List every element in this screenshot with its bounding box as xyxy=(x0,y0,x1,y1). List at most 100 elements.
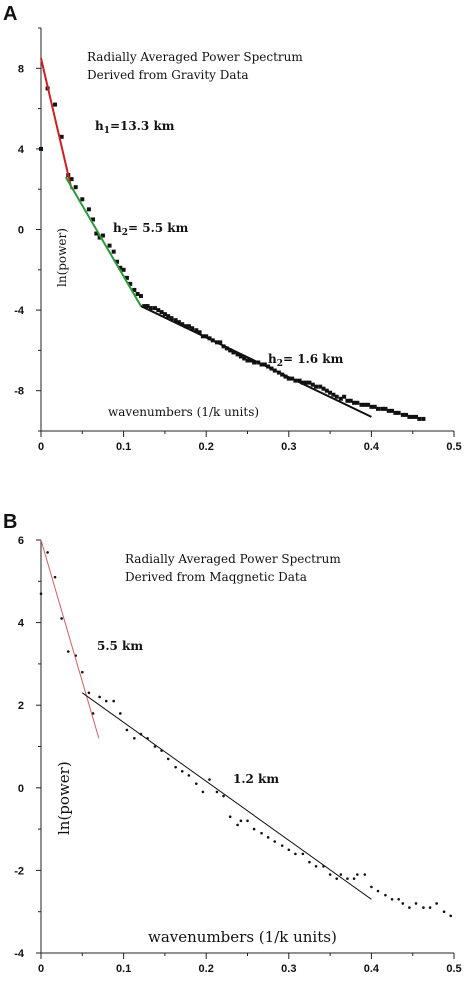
panel-b-data-point xyxy=(414,902,418,905)
panel-a-data-point xyxy=(148,306,153,311)
panel-a-y-tick-label: -8 xyxy=(14,386,24,398)
panel-b: B 0 0.1 0.2 0.3 0.4 0.5 -4 -2 0 2 4 6 Radially Aver… xyxy=(3,511,462,975)
panel-b-data-point xyxy=(208,778,211,781)
panel-a-data-point xyxy=(286,376,291,381)
panel-b-data-point xyxy=(133,736,136,740)
panel-b-data-point xyxy=(339,873,343,876)
panel-b-data-point xyxy=(449,914,452,918)
panel-a-data-point xyxy=(118,265,123,270)
panel-a-x-tick-label: 0.1 xyxy=(116,441,131,453)
panel-b-data-point xyxy=(363,873,367,876)
panel-a-label-h1: h1=13.3 km xyxy=(95,119,175,136)
panel-b-data-point xyxy=(328,873,332,876)
panel-b-y-tick-label: 4 xyxy=(18,618,25,630)
panel-a-data-point xyxy=(107,243,112,248)
panel-b-data-point xyxy=(53,575,57,579)
panel-a-data-point xyxy=(383,406,388,411)
panel-b-data-point xyxy=(66,650,70,653)
panel-a-data-point xyxy=(73,185,78,190)
panel-b-data-point xyxy=(153,745,157,748)
panel-b-data-point xyxy=(280,844,284,847)
panel-b-y-axis-label: ln(power) xyxy=(55,761,73,835)
panel-b-data-point xyxy=(98,695,101,699)
panel-b-data-point xyxy=(125,728,129,732)
panel-a-data-point xyxy=(138,293,143,298)
panel-b-label-shallow: 1.2 km xyxy=(233,772,279,786)
panel-b-x-tick-label: 0.5 xyxy=(446,963,461,975)
panel-a-data-point xyxy=(69,177,74,182)
panel-a-data-point xyxy=(235,352,240,357)
panel-a-title-line-1: Radially Averaged Power Spectrum xyxy=(87,50,303,64)
panel-b-x-tick-label: 0.3 xyxy=(281,963,296,975)
panel-b-data-point xyxy=(352,877,356,880)
panel-a-data-point xyxy=(124,275,129,280)
panel-b-y-tick-label: -2 xyxy=(14,865,24,877)
panel-a-data-point xyxy=(372,404,377,409)
panel-a-data-point xyxy=(262,362,267,367)
panel-a-data-point xyxy=(197,330,202,335)
panel-b-data-point xyxy=(246,819,249,823)
panel-b-data-point xyxy=(335,877,339,880)
panel-b-data-point xyxy=(294,852,297,856)
panel-a-data-point xyxy=(404,412,409,417)
panel-b-data-point xyxy=(201,790,205,794)
panel-a-x-axis-label: wavenumbers (1/k units) xyxy=(108,405,259,419)
panel-b-data-point xyxy=(252,827,256,831)
panel-b-fit-line-2 xyxy=(82,692,372,900)
panel-b-data-point xyxy=(187,774,191,777)
panel-a-data-point xyxy=(396,410,401,415)
panel-a-data-point xyxy=(159,310,164,315)
panel-a-data-point xyxy=(94,231,99,236)
panel-a-y-tick-label: 4 xyxy=(18,144,25,156)
panel-a-data-point xyxy=(393,410,398,415)
panel-a-data-point xyxy=(111,249,116,254)
panel-a-data-point xyxy=(128,281,133,286)
panel-a-x-tick-label: 0.5 xyxy=(446,441,461,453)
panel-a-data-point xyxy=(390,408,395,413)
panel-a-data-point xyxy=(297,378,302,383)
panel-a-data-point xyxy=(59,134,64,139)
panel-a-data-point xyxy=(380,406,385,411)
panel-a-x-tick-label: 0.2 xyxy=(199,441,214,453)
panel-a-data-point xyxy=(304,380,309,385)
panel-b-data-point xyxy=(301,852,305,856)
panel-a-data-point xyxy=(324,388,329,393)
panel-a-data-point xyxy=(162,312,167,317)
panel-b-data-points xyxy=(39,551,452,918)
panel-b-data-point xyxy=(401,902,405,905)
panel-b-data-point xyxy=(397,898,400,901)
panel-a-data-point xyxy=(321,386,326,391)
panel-a-data-point xyxy=(252,360,257,365)
panel-b-data-point xyxy=(435,902,438,905)
panel-b-data-point xyxy=(91,712,95,715)
panel-a-data-point xyxy=(310,382,315,387)
panel-b-x-axis-label: wavenumbers (1/k units) xyxy=(148,928,337,946)
panel-b-title-line-2: Derived from Maqgnetic Data xyxy=(125,570,307,584)
panel-b-data-point xyxy=(442,910,446,913)
panel-a-data-point xyxy=(314,384,319,389)
panel-a-data-point xyxy=(245,358,250,363)
panel-b-data-point xyxy=(166,757,170,761)
panel-a-data-point xyxy=(53,102,58,107)
panel-b-x-tick-label: 0.2 xyxy=(199,963,214,975)
panel-a-fit-line-2 xyxy=(64,176,142,307)
panel-a-data-point xyxy=(135,291,140,296)
panel-a-data-point xyxy=(156,308,161,313)
panel-a-fit-lines xyxy=(40,57,372,418)
panel-a-data-point xyxy=(366,402,371,407)
panel-a-fit-line-3 xyxy=(140,305,372,418)
panel-a-data-point xyxy=(417,416,422,421)
panel-a: A 0 0.1 0.2 0.3 0.4 0.5 -8 -4 0 4 8 Radially Avera… xyxy=(3,3,462,453)
panel-b-data-point xyxy=(408,906,411,909)
panel-b-data-point xyxy=(215,790,219,794)
panel-b-data-point xyxy=(222,794,225,798)
panel-a-tick-labels: 0 0.1 0.2 0.3 0.4 0.5 -8 -4 0 4 8 xyxy=(14,63,461,453)
panel-b-data-point xyxy=(81,670,84,674)
panel-a-data-points xyxy=(39,86,426,421)
panel-b-data-point xyxy=(390,898,394,901)
panel-a-data-point xyxy=(180,322,185,327)
panel-a-data-point xyxy=(355,400,360,405)
panel-b-data-point xyxy=(174,765,177,769)
panel-a-data-point xyxy=(132,287,137,292)
panel-a-data-point xyxy=(362,402,367,407)
